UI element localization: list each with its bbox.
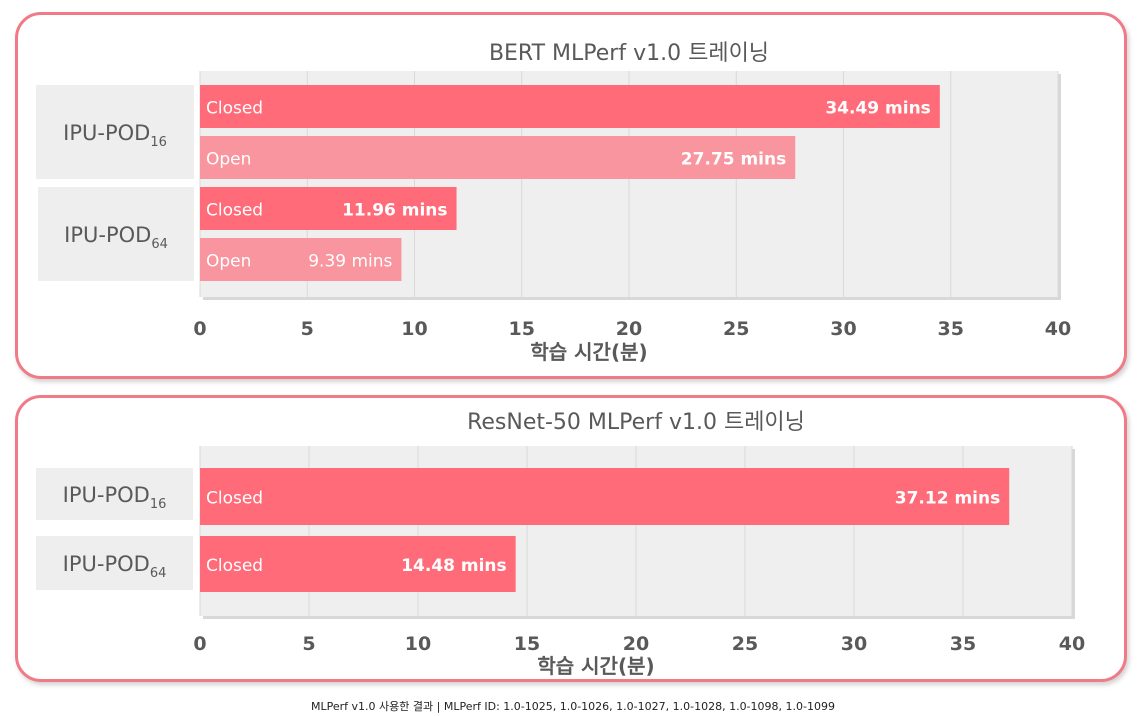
footnote: MLPerf v1.0 사용한 결과 | MLPerf ID: 1.0-1025… <box>311 700 835 713</box>
category-label: IPU-POD64 <box>63 552 167 581</box>
category-label: IPU-POD16 <box>63 121 167 150</box>
x-tick-label: 25 <box>732 633 758 655</box>
bar-open <box>200 238 402 281</box>
category-label: IPU-POD16 <box>63 483 167 512</box>
bar-closed <box>200 536 516 592</box>
bar-value-label: 14.48 mins <box>401 556 506 576</box>
bar-series-label: Closed <box>206 489 263 509</box>
category-label: IPU-POD64 <box>64 223 168 252</box>
resnet-chart: ResNet-50 MLPerf v1.0 트레이닝 0 5 10 15 20 25 30 35… <box>36 410 1085 678</box>
x-tick-label: 0 <box>193 318 206 340</box>
x-tick-label: 40 <box>1059 633 1085 655</box>
resnet-chart-panel: ResNet-50 MLPerf v1.0 트레이닝 0 5 10 15 20 25 30 35… <box>15 395 1127 682</box>
bar-value-label: 11.96 mins <box>342 201 447 221</box>
bar-series-label: Closed <box>206 556 263 576</box>
bar-value-label: 27.75 mins <box>681 150 786 170</box>
category-box <box>36 468 193 520</box>
bar-closed <box>200 85 940 128</box>
bar-value-label: 37.12 mins <box>895 489 1000 509</box>
x-tick-label: 15 <box>514 633 540 655</box>
category-box <box>36 85 194 179</box>
x-tick-label: 30 <box>830 318 856 340</box>
x-tick-label: 20 <box>616 318 642 340</box>
bar-series-label: Closed <box>206 99 263 119</box>
x-tick-label: 10 <box>405 633 431 655</box>
bar-value-label: 34.49 mins <box>825 99 930 119</box>
x-tick-label: 25 <box>723 318 749 340</box>
x-tick-label: 5 <box>301 318 314 340</box>
bar-value-label: 9.39 mins <box>308 252 392 272</box>
bert-chart-panel: BERT MLPerf v1.0 트레이닝 0 5 10 15 20 25 30 35 40 학습 … <box>15 12 1127 379</box>
bar-series-label: Open <box>206 252 251 272</box>
x-tick-label: 5 <box>302 633 315 655</box>
x-tick-label: 40 <box>1045 318 1071 340</box>
x-tick-label: 10 <box>401 318 427 340</box>
chart-title: BERT MLPerf v1.0 트레이닝 <box>489 41 769 66</box>
x-tick-label: 15 <box>509 318 535 340</box>
bar-closed <box>200 187 457 230</box>
x-tick-label: 20 <box>623 633 649 655</box>
x-tick-label: 35 <box>938 318 964 340</box>
x-tick-label: 30 <box>841 633 867 655</box>
x-axis-label: 학습 시간(분) <box>537 654 654 678</box>
bar-series-label: Closed <box>206 201 263 221</box>
category-box <box>38 187 194 281</box>
chart-title: ResNet-50 MLPerf v1.0 트레이닝 <box>467 410 805 435</box>
x-axis-label: 학습 시간(분) <box>530 340 647 364</box>
x-tick-label: 0 <box>193 633 206 655</box>
x-tick-label: 35 <box>950 633 976 655</box>
bert-chart: BERT MLPerf v1.0 트레이닝 0 5 10 15 20 25 30 35 40 학습 … <box>36 41 1071 364</box>
bar-closed <box>200 468 1010 525</box>
bar-open <box>200 136 796 179</box>
category-box <box>36 536 193 590</box>
bar-series-label: Open <box>206 150 251 170</box>
